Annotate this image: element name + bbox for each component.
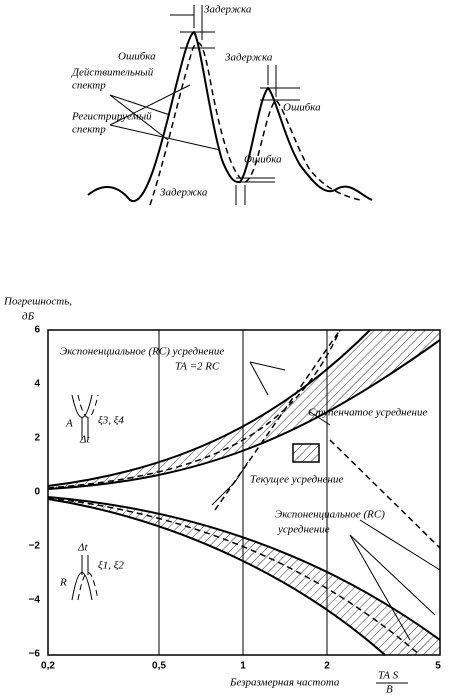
inset-a: A Δt ξ3, ξ4 xyxy=(65,394,124,446)
label: Задержка xyxy=(225,52,273,64)
delta: Δt xyxy=(79,434,90,446)
xi: ξ3, ξ4 xyxy=(98,415,124,427)
bottom-chart: A Δt ξ3, ξ4 R Δt ξ1, ξ2 Погрешность, дБ … xyxy=(3,296,441,695)
curve xyxy=(47,329,371,487)
label: Ошибка xyxy=(283,102,321,114)
y-tick-label: 6 xyxy=(34,325,40,336)
y-tick-label: 0 xyxy=(34,487,40,498)
x-title: Безразмерная частота xyxy=(229,677,340,689)
annotation: Экспоненциальное (RC) xyxy=(275,509,385,521)
dashed-curve xyxy=(47,329,341,489)
label: спектр xyxy=(72,124,106,136)
delta: Δt xyxy=(77,542,88,554)
step-box xyxy=(292,443,320,463)
annotation: усреднение xyxy=(277,524,330,536)
curve xyxy=(47,498,386,656)
x-tick-label: 1 xyxy=(240,661,246,672)
actual-spectrum xyxy=(87,30,373,203)
grid xyxy=(158,330,328,655)
y-tick-label: −6 xyxy=(29,649,41,660)
annotation: Текущее усреднение xyxy=(250,474,343,486)
label: Задержка xyxy=(204,4,252,16)
dashed-line xyxy=(214,329,341,511)
y-tick-label: 2 xyxy=(34,433,40,444)
y-tick-label: −4 xyxy=(29,595,41,606)
x-tick-label: 0,5 xyxy=(152,661,166,672)
label: Действительный xyxy=(71,67,154,79)
x-tick-label: 0,2 xyxy=(41,661,55,672)
dashed-curve xyxy=(47,497,421,656)
annotation: TA =2 RC xyxy=(175,361,220,373)
formula: B xyxy=(386,684,393,695)
annotation: Ступенчатое усреднение xyxy=(308,407,427,419)
label: Ошибка xyxy=(244,154,282,166)
dashed-line xyxy=(329,439,441,549)
label: Ошибка xyxy=(118,51,156,63)
top-figure: Задержка Ошибка Задержка Действительный … xyxy=(71,4,373,206)
leaders xyxy=(211,361,441,641)
dimension-lines xyxy=(109,5,300,205)
curve xyxy=(47,496,441,641)
formula: TA S xyxy=(378,670,399,682)
label: спектр xyxy=(72,80,106,92)
x-tick-label: 2 xyxy=(324,661,330,672)
y-title: Погрешность, xyxy=(3,296,72,308)
recorded-spectrum xyxy=(149,42,361,206)
y-title: дБ xyxy=(22,311,35,323)
annotation: Экспоненциальное (RC) усреднение xyxy=(60,346,224,358)
label: Регистрируемый xyxy=(71,111,152,123)
label: Задержка xyxy=(160,187,208,199)
y-tick-label: −2 xyxy=(29,541,41,552)
letter: A xyxy=(65,418,73,430)
upper-band xyxy=(48,330,440,489)
letter: R xyxy=(59,577,67,589)
x-tick-label: 5 xyxy=(435,661,441,672)
curve xyxy=(47,339,441,490)
xi: ξ1, ξ2 xyxy=(98,560,124,572)
frame xyxy=(47,329,441,656)
lower-band xyxy=(48,497,440,655)
y-tick-label: 4 xyxy=(34,379,40,390)
inset-r: R Δt ξ1, ξ2 xyxy=(59,542,124,601)
